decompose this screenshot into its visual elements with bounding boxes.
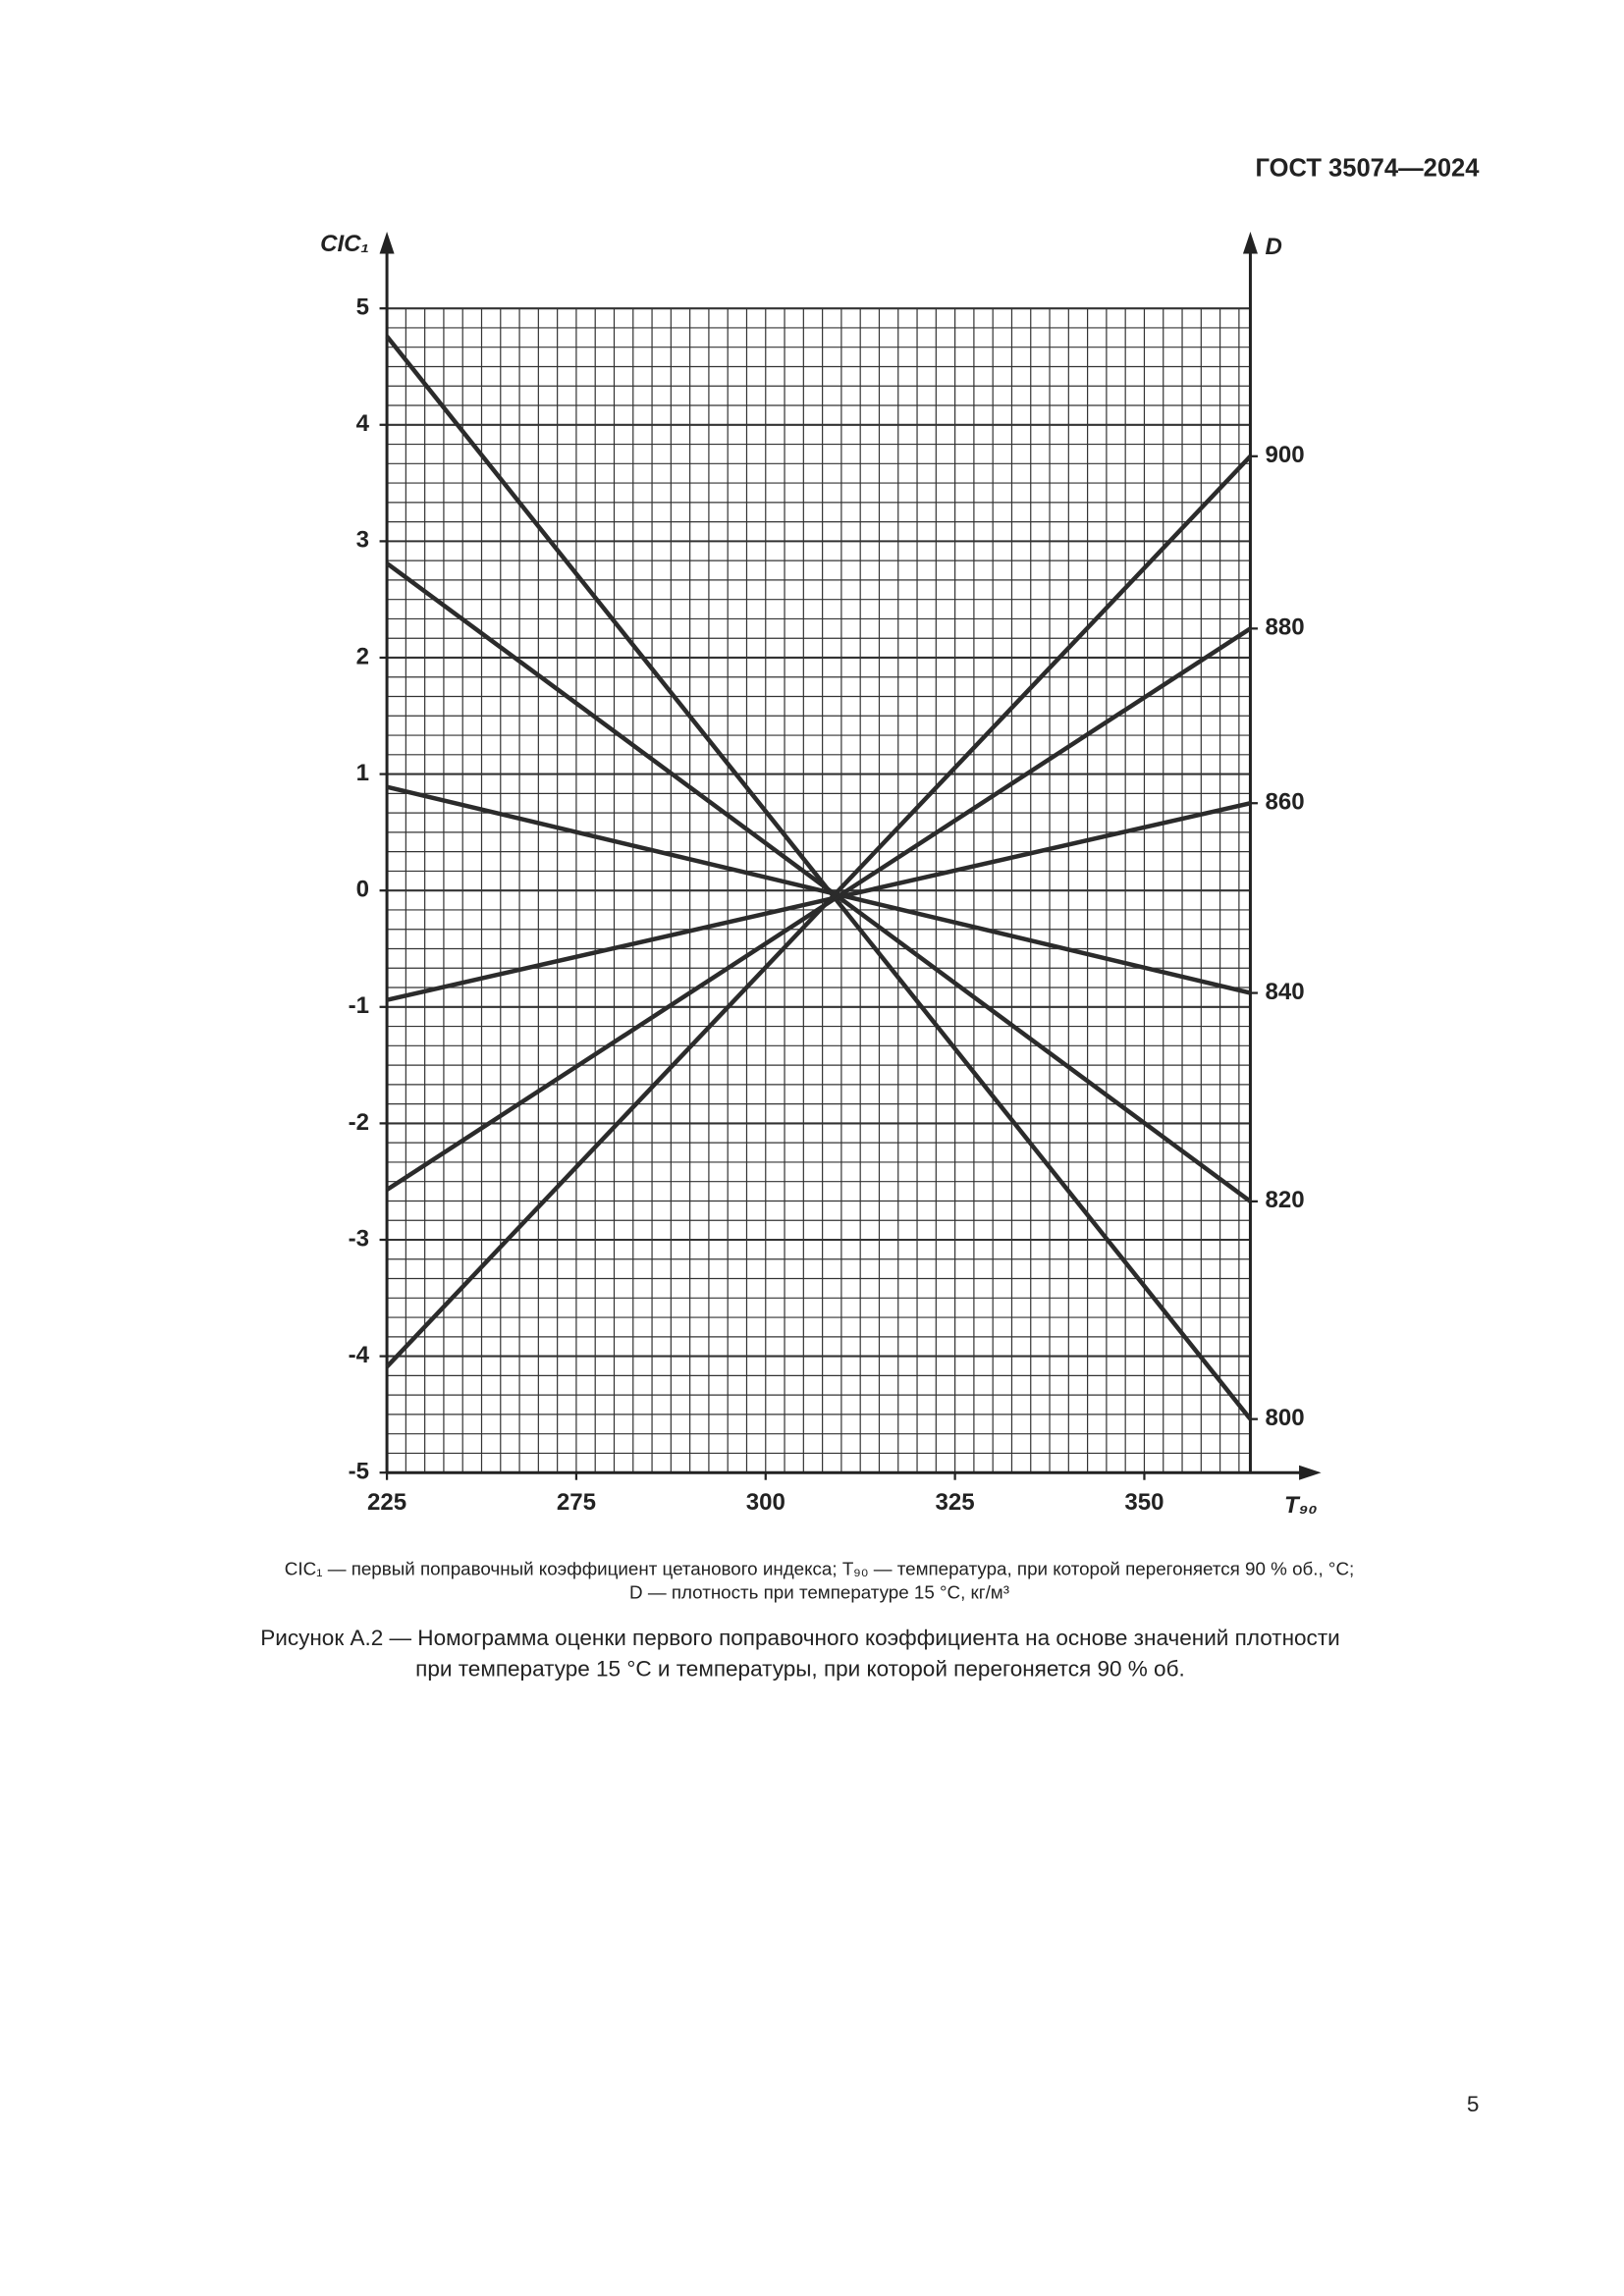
y-tick-label: -4 xyxy=(349,1342,370,1368)
y2-axis-label: D xyxy=(1265,234,1281,260)
legend-text: D — плотность при температуре 15 °C, кг/… xyxy=(629,1581,1009,1602)
y-tick-label: 4 xyxy=(356,410,370,437)
y2-tick-label: 840 xyxy=(1265,979,1304,1005)
y-tick-label: -2 xyxy=(349,1109,369,1136)
figure-caption: при температуре 15 °C и температуры, при… xyxy=(415,1657,1185,1682)
y-tick-label: 1 xyxy=(356,760,369,786)
nomogram-line xyxy=(385,454,1253,1368)
standard-number: ГОСТ 35074—2024 xyxy=(1255,155,1480,183)
y-tick-label: -1 xyxy=(349,992,369,1019)
y-tick-label: 3 xyxy=(356,527,369,554)
figure-caption: Рисунок А.2 — Номограмма оценки первого … xyxy=(260,1626,1340,1650)
arrow xyxy=(379,232,395,254)
arrow xyxy=(1299,1465,1322,1480)
y2-tick-label: 820 xyxy=(1265,1187,1304,1213)
x-tick-label: 275 xyxy=(557,1489,596,1516)
x-axis-label: T₉₀ xyxy=(1284,1492,1318,1519)
arrow xyxy=(1242,232,1258,254)
x-tick-label: 350 xyxy=(1124,1489,1164,1516)
x-tick-label: 325 xyxy=(936,1489,975,1516)
nomogram-line xyxy=(386,784,1251,995)
nomogram-line xyxy=(385,335,1253,1421)
y2-tick-label: 860 xyxy=(1265,789,1304,816)
y-axis-label: CIC₁ xyxy=(320,231,369,257)
y2-tick-label: 900 xyxy=(1265,442,1304,468)
nomogram-line xyxy=(386,801,1251,1002)
y-tick-label: -3 xyxy=(349,1225,369,1252)
y2-tick-label: 880 xyxy=(1265,614,1304,641)
legend-text: CIC₁ — первый поправочный коэффициент це… xyxy=(285,1558,1354,1578)
page-number: 5 xyxy=(1467,2092,1480,2116)
x-tick-label: 225 xyxy=(367,1489,406,1516)
x-tick-label: 300 xyxy=(746,1489,785,1516)
nomogram-line xyxy=(385,561,1252,1203)
y-tick-label: -5 xyxy=(349,1459,369,1485)
y-tick-label: 2 xyxy=(356,643,369,669)
y2-tick-label: 800 xyxy=(1265,1405,1304,1431)
nomogram: -5 -4 -3 -2 -1 0 1 2 3 4 5 900 880 860 840 820 800 225 275… xyxy=(349,232,1322,1516)
y-tick-label: 5 xyxy=(356,294,369,321)
y-tick-label: 0 xyxy=(356,877,369,903)
